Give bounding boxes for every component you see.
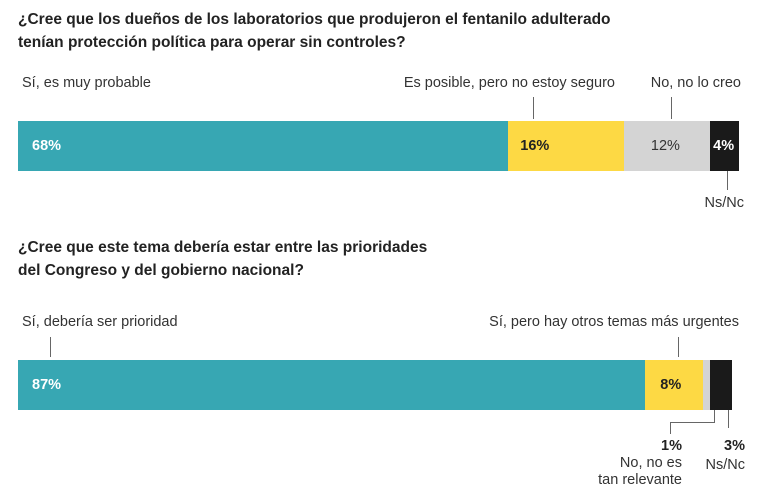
leader-line — [533, 97, 534, 119]
stacked-bar-1: 68% 16% 12% 4% — [18, 121, 739, 171]
bar-segment — [645, 360, 703, 410]
bar-segment — [702, 360, 711, 410]
title-line: del Congreso y del gobierno nacional? — [18, 262, 304, 279]
value-label: 87% — [32, 377, 62, 393]
value-label: 3% — [724, 438, 745, 454]
chart-2-title: ¿Cree que este tema debería estar entre … — [18, 236, 758, 282]
value-label: 16% — [520, 138, 550, 154]
value-label: 1% — [661, 438, 682, 454]
label-line: No, no es — [619, 455, 682, 471]
category-label: No, no lo creo — [650, 75, 741, 91]
category-label: Ns/Nc — [705, 457, 745, 473]
value-label: 4% — [713, 138, 735, 154]
title-line: ¿Cree que este tema debería estar entre … — [18, 239, 428, 256]
title-line: tenían protección política para operar s… — [18, 34, 406, 51]
value-label: 68% — [32, 138, 62, 154]
bar-segment — [18, 121, 509, 171]
category-label: Ns/Nc — [704, 195, 744, 211]
bar-segment — [508, 121, 624, 171]
title-line: ¿Cree que los dueños de los laboratorios… — [18, 11, 611, 28]
stacked-bar-2: 87% 8% — [18, 360, 739, 410]
bar-segment — [710, 360, 732, 410]
leader-line — [714, 410, 715, 423]
value-label: 8% — [660, 377, 682, 393]
leader-line — [727, 171, 728, 190]
category-label: Sí, debería ser prioridad — [22, 314, 178, 330]
bar-segment — [18, 360, 646, 410]
leader-line — [728, 410, 729, 428]
value-label: 12% — [650, 138, 680, 154]
category-label: No, no es tan relevante — [598, 455, 682, 489]
label-line: tan relevante — [598, 472, 682, 488]
leader-line — [670, 422, 715, 423]
bar-segment — [623, 121, 711, 171]
category-label: Es posible, pero no estoy seguro — [403, 75, 615, 91]
leader-line — [671, 97, 672, 119]
leader-line — [670, 422, 671, 434]
leader-line — [50, 337, 51, 357]
leader-line — [678, 337, 679, 357]
chart-1-title: ¿Cree que los dueños de los laboratorios… — [18, 8, 758, 54]
category-label: Sí, pero hay otros temas más urgentes — [489, 314, 739, 330]
category-label: Sí, es muy probable — [22, 75, 151, 91]
bar-segment — [710, 121, 739, 171]
